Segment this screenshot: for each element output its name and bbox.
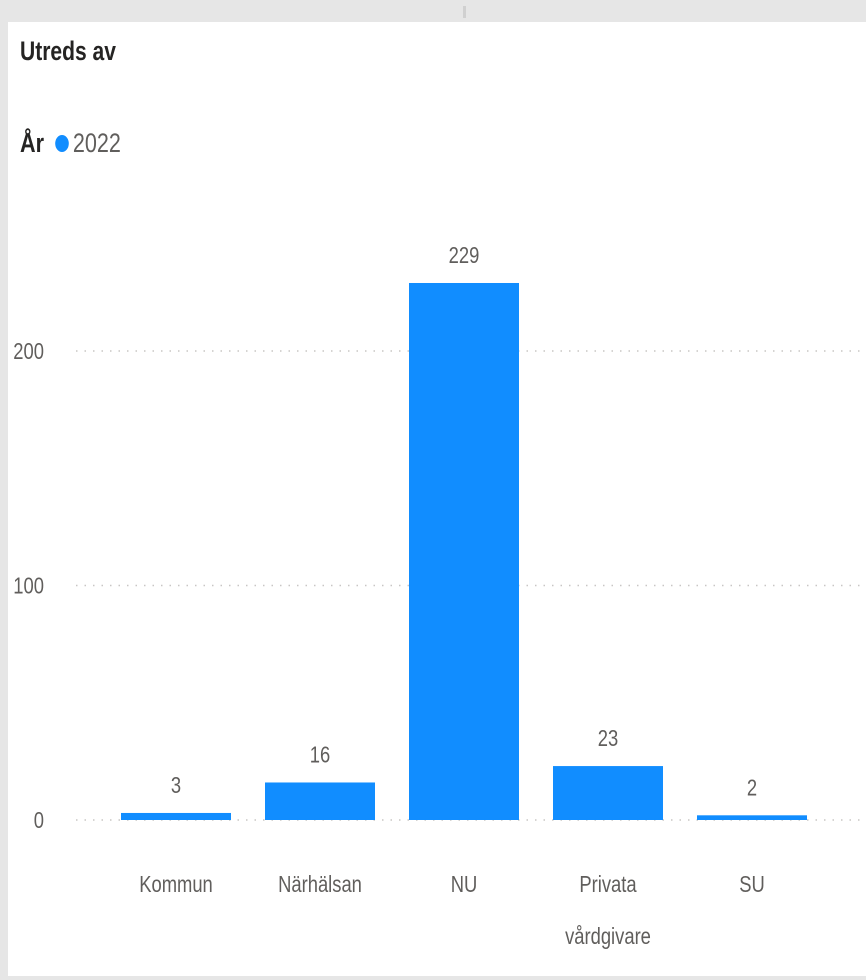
x-tick-label: Närhälsan: [278, 872, 362, 897]
data-label: 3: [171, 773, 181, 798]
legend-entry-2022[interactable]: 2022: [72, 127, 121, 158]
y-tick-label-100: 100: [13, 574, 44, 599]
y-tick-label-200: 200: [13, 339, 44, 364]
legend[interactable]: År 2022: [20, 126, 121, 160]
legend-title: År: [20, 127, 45, 158]
x-tick-label: NU: [451, 872, 478, 897]
bar-kommun: [121, 812, 231, 820]
x-tick-label: vårdgivare: [565, 924, 651, 949]
bar-närhälsan: [265, 782, 375, 820]
legend-marker-2022: [55, 134, 69, 152]
data-label: 23: [598, 726, 618, 751]
bar-nu: [409, 282, 519, 820]
x-tick-label: Kommun: [139, 872, 213, 897]
frame-divider: [463, 6, 466, 18]
data-label: 16: [310, 743, 330, 768]
x-tick-label: SU: [739, 872, 765, 897]
data-label: 229: [449, 243, 480, 268]
x-tick-label: Privata: [579, 872, 637, 897]
data-label: 2: [747, 775, 757, 800]
bar-privata-vårdgivare: [553, 766, 663, 820]
chart-title: Utreds av: [20, 36, 116, 66]
y-tick-label-0: 0: [34, 808, 44, 833]
bar-su: [697, 815, 807, 820]
